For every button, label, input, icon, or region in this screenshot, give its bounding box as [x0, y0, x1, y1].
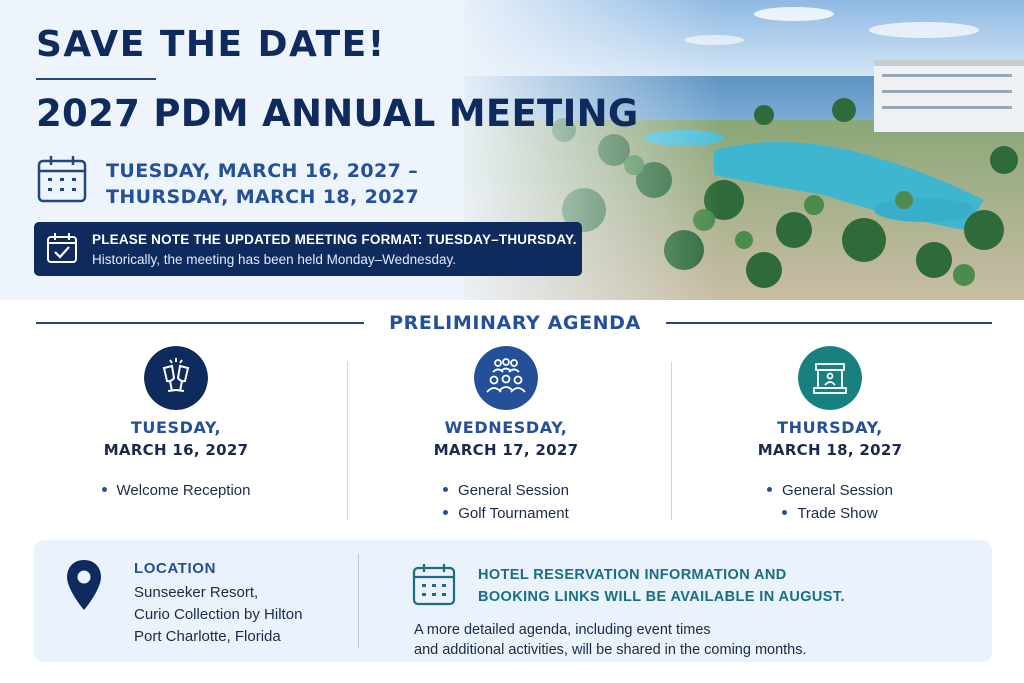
day-name: TUESDAY,: [130, 418, 222, 437]
venue-name: Sunseeker Resort,: [134, 584, 259, 601]
list-item: General Session: [356, 479, 656, 502]
audience-group-icon: [474, 346, 538, 410]
list-item: Trade Show: [680, 502, 980, 525]
list-item: General Session: [680, 479, 980, 502]
event-label: Trade Show: [797, 505, 878, 522]
event-label: General Session: [458, 482, 569, 499]
day-events-list: General Session Trade Show: [680, 479, 980, 525]
date-line-end: THURSDAY, MARCH 18, 2027: [106, 186, 420, 208]
day-name: WEDNESDAY,: [444, 418, 568, 437]
agenda-column-divider: [347, 362, 348, 520]
list-item: Welcome Reception: [26, 479, 326, 502]
date-line-start: TUESDAY, MARCH 16, 2027 –: [106, 160, 419, 182]
format-notice-banner: PLEASE NOTE THE UPDATED MEETING FORMAT: …: [34, 222, 582, 276]
location-pin-icon: [67, 560, 101, 610]
meeting-title: 2027 PDM ANNUAL MEETING: [36, 92, 639, 135]
info-panel: LOCATION Sunseeker Resort, Curio Collect…: [34, 540, 992, 662]
agenda-rule-right: [666, 322, 992, 324]
day-date: MARCH 17, 2027: [433, 441, 579, 459]
agenda-update-note: A more detailed agenda, including event …: [414, 620, 807, 660]
bullet-icon: [443, 509, 449, 515]
title-underline: [36, 78, 156, 80]
venue-city: Port Charlotte, Florida: [134, 628, 281, 645]
save-the-date-heading: SAVE THE DATE!: [36, 24, 386, 65]
champagne-toast-icon: [144, 346, 208, 410]
day-date: MARCH 16, 2027: [103, 441, 249, 459]
trade-booth-icon: [798, 346, 862, 410]
event-dates: TUESDAY, MARCH 16, 2027 – THURSDAY, MARC…: [106, 158, 419, 210]
event-label: General Session: [782, 482, 893, 499]
hotel-heading-line: BOOKING LINKS WILL BE AVAILABLE IN AUGUS…: [478, 589, 845, 605]
hotel-heading-line: HOTEL RESERVATION INFORMATION AND: [478, 567, 787, 583]
hotel-reservation-heading: HOTEL RESERVATION INFORMATION AND BOOKIN…: [478, 564, 845, 608]
day-date: MARCH 18, 2027: [757, 441, 903, 459]
note-line: A more detailed agenda, including event …: [414, 622, 711, 638]
agenda-day-wednesday: WEDNESDAY, MARCH 17, 2027 General Sessio…: [356, 346, 656, 525]
note-line: and additional activities, will be share…: [414, 642, 807, 658]
agenda-day-thursday: THURSDAY, MARCH 18, 2027 General Session…: [680, 346, 980, 525]
agenda-title: PRELIMINARY AGENDA: [389, 312, 641, 334]
notice-detail: Historically, the meeting has been held …: [92, 252, 456, 267]
list-item: Golf Tournament: [356, 502, 656, 525]
bullet-icon: [782, 509, 788, 515]
agenda-day-tuesday: TUESDAY, MARCH 16, 2027 Welcome Receptio…: [26, 346, 326, 502]
bullet-icon: [767, 486, 773, 492]
location-label: LOCATION: [134, 560, 217, 577]
panel-divider: [358, 554, 359, 648]
day-events-list: Welcome Reception: [26, 479, 326, 502]
calendar-icon: [37, 156, 87, 203]
agenda-rule-left: [36, 322, 364, 324]
event-label: Welcome Reception: [116, 482, 251, 499]
bullet-icon: [443, 486, 449, 492]
calendar-check-icon: [47, 233, 77, 263]
calendar-icon: [412, 564, 456, 606]
venue-collection: Curio Collection by Hilton: [134, 606, 303, 623]
notice-heading: PLEASE NOTE THE UPDATED MEETING FORMAT: …: [92, 232, 577, 247]
day-events-list: General Session Golf Tournament: [356, 479, 656, 525]
event-label: Golf Tournament: [458, 505, 569, 522]
agenda-column-divider: [671, 362, 672, 520]
bullet-icon: [101, 486, 107, 492]
day-name: THURSDAY,: [777, 418, 883, 437]
